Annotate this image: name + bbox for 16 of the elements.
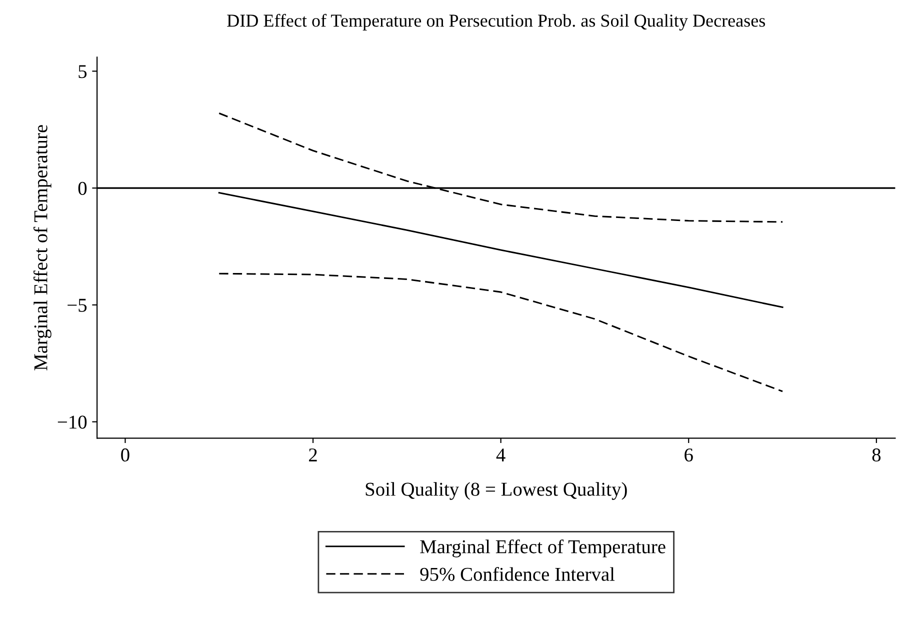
y-tick-label: 5 [78,65,87,78]
y-axis-title: Marginal Effect of Temperature [33,125,52,370]
x-tick-label: 8 [872,448,881,462]
x-tick-label: 2 [309,448,317,462]
x-tick-label: 0 [121,448,130,462]
line-series [218,272,784,392]
chart-title: DID Effect of Temperature on Persecution Prob. as Soil Quality Decreases [227,14,766,30]
line-series [218,192,784,308]
legend-label: 95% Confidence Interval [420,567,615,581]
x-tick-label: 4 [496,448,506,462]
legend-label: Marginal Effect of Temperature [420,539,666,558]
y-tick-label: −10 [58,416,87,429]
x-axis-title: Soil Quality (8 = Lowest Quality) [366,482,627,500]
y-tick-label: 0 [78,182,87,195]
x-tick-label: 6 [684,448,693,462]
y-tick-label: −5 [68,298,87,312]
